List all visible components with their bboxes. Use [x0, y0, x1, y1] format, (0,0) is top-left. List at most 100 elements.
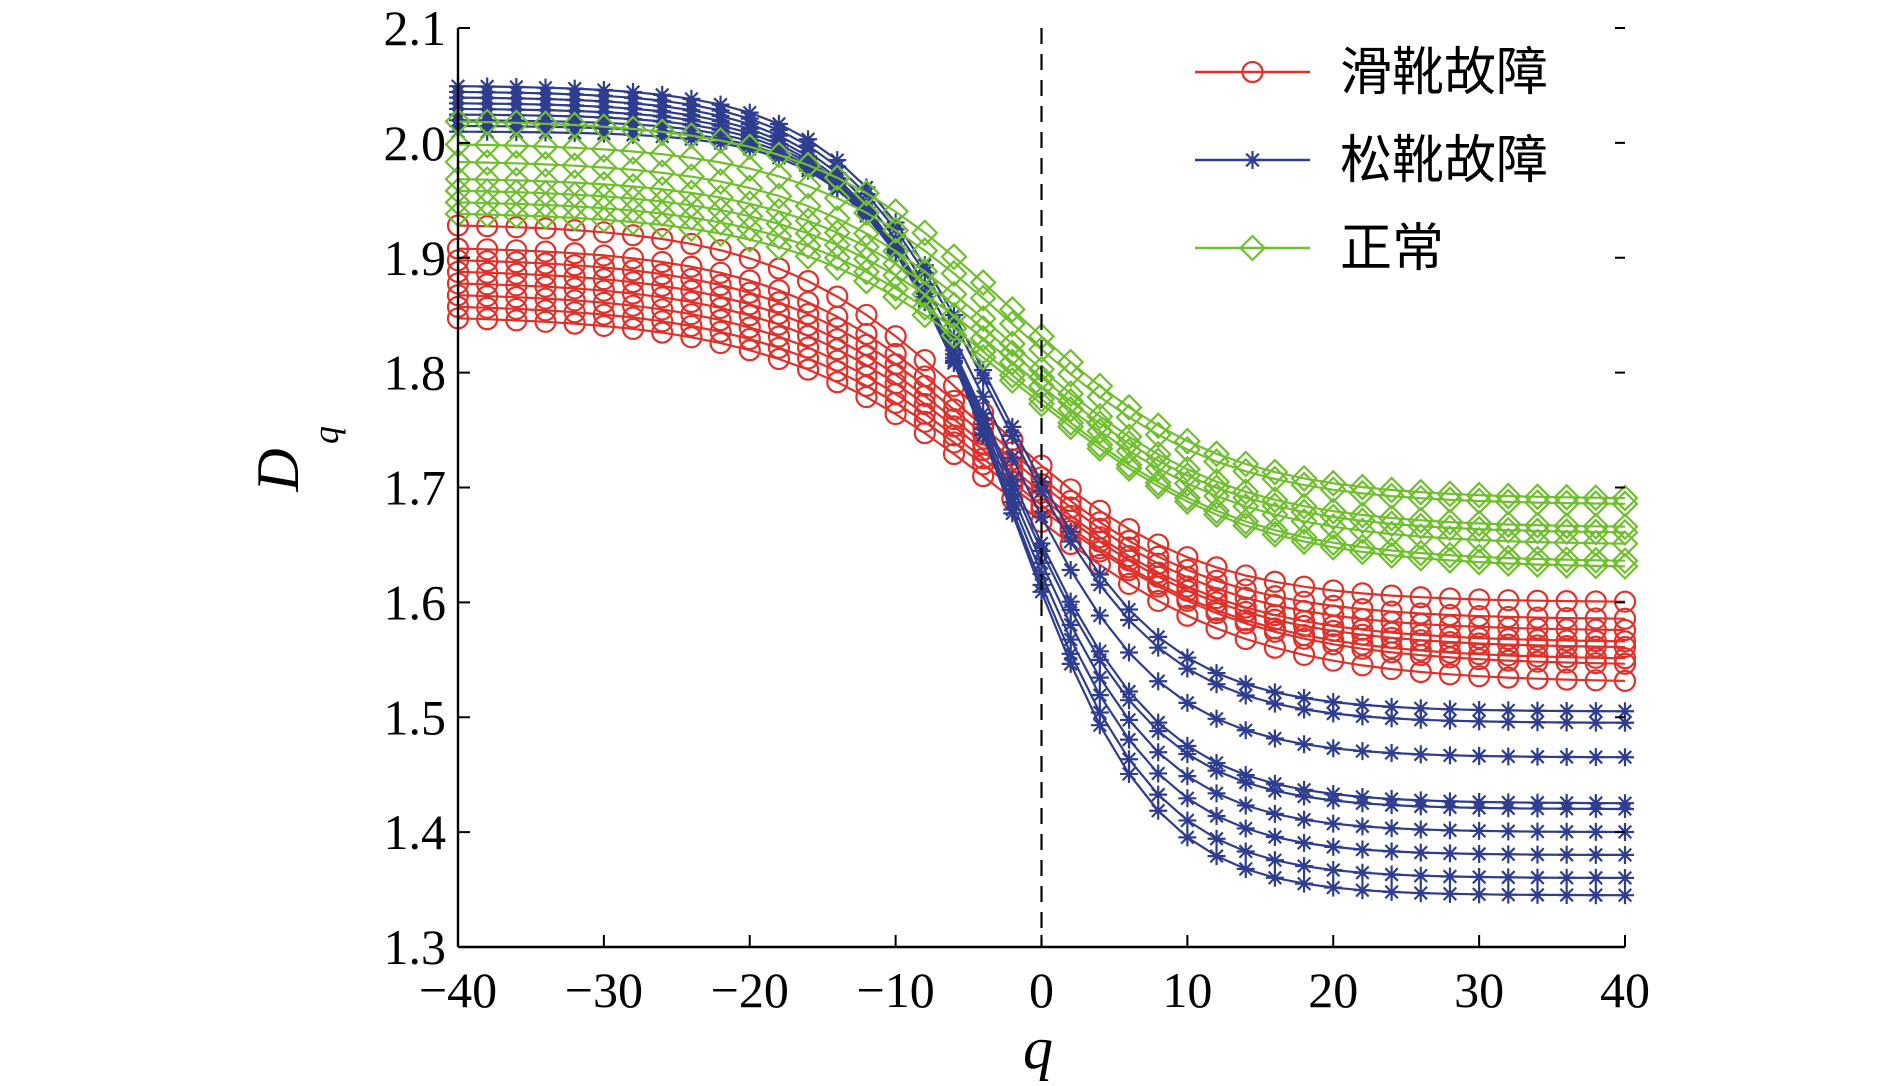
- data-point: [592, 221, 615, 244]
- data-point: [998, 339, 1026, 367]
- data-point: [1061, 532, 1080, 551]
- x-tick-label: 0: [1029, 962, 1054, 1018]
- data-point: [796, 358, 820, 381]
- data-point: [1234, 612, 1257, 635]
- data-point: [1232, 511, 1260, 540]
- legend-marker: [1243, 151, 1262, 169]
- data-point: [680, 267, 703, 291]
- data-point: [563, 219, 586, 242]
- data-point: [1553, 512, 1581, 540]
- data-point: [1465, 526, 1493, 554]
- data-point: [767, 336, 791, 359]
- data-point: [473, 131, 501, 159]
- legend-item: 滑靴故障: [1195, 43, 1548, 103]
- data-point: [1613, 635, 1637, 659]
- data-point: [1497, 649, 1520, 672]
- data-point: [738, 247, 761, 270]
- data-point: [651, 227, 674, 251]
- data-point: [1202, 448, 1231, 476]
- data-point: [476, 250, 499, 273]
- x-tick-label: −30: [565, 962, 643, 1018]
- data-point: [1616, 799, 1634, 818]
- x-tick-label: 10: [1162, 962, 1212, 1018]
- data-point: [1470, 700, 1489, 719]
- data-point: [505, 239, 528, 262]
- data-point: [1290, 492, 1318, 520]
- data-point: [1322, 633, 1345, 656]
- data-point: [1382, 819, 1401, 838]
- data-point: [505, 286, 528, 309]
- data-point: [1468, 588, 1491, 611]
- data-point: [794, 172, 822, 200]
- data-point: [1295, 787, 1314, 806]
- data-point: [974, 369, 993, 388]
- data-point: [1470, 746, 1489, 765]
- data-point: [826, 371, 849, 394]
- data-point: [1120, 750, 1139, 769]
- data-point: [940, 259, 968, 288]
- data-point: [1494, 510, 1522, 539]
- data-point: [1382, 796, 1401, 815]
- data-point: [1465, 509, 1493, 537]
- data-point: [1440, 867, 1459, 886]
- data-point: [707, 126, 735, 155]
- data-point: [1057, 380, 1085, 408]
- data-point: [502, 201, 530, 229]
- data-point: [592, 303, 615, 326]
- series-layer: [444, 77, 1639, 905]
- data-point: [1207, 675, 1226, 694]
- data-point: [680, 290, 703, 314]
- data-point: [1438, 663, 1462, 686]
- data-point: [1526, 645, 1549, 668]
- data-point: [505, 309, 528, 332]
- data-point: [823, 184, 851, 212]
- data-point: [1348, 473, 1376, 501]
- data-point: [1440, 821, 1459, 840]
- data-point: [740, 139, 759, 158]
- data-point: [563, 301, 586, 324]
- data-point: [1202, 501, 1231, 529]
- data-point: [794, 192, 822, 220]
- data-point: [1232, 457, 1260, 485]
- y-axis-title-group: D q: [245, 426, 346, 493]
- data-point: [1353, 794, 1372, 813]
- data-point: [1178, 648, 1197, 667]
- data-point: [1236, 721, 1255, 740]
- data-point: [1090, 565, 1109, 584]
- data-point: [767, 313, 791, 336]
- data-point: [1440, 798, 1459, 817]
- data-point: [1117, 572, 1141, 596]
- y-tick-label: 2.0: [384, 115, 447, 171]
- data-point: [1088, 499, 1111, 522]
- data-point: [680, 255, 703, 278]
- data-point: [1149, 627, 1168, 646]
- data-point: [1236, 842, 1255, 861]
- data-point: [1120, 600, 1139, 619]
- data-point: [1061, 600, 1080, 619]
- legend-label: 松靴故障: [1340, 131, 1548, 191]
- data-point: [1407, 523, 1435, 551]
- data-point: [1149, 764, 1168, 783]
- data-point: [1324, 861, 1343, 880]
- data-point: [940, 314, 968, 343]
- data-point: [1353, 840, 1372, 859]
- data-point: [1584, 646, 1607, 669]
- data-point: [1319, 513, 1347, 541]
- data-point: [1351, 654, 1374, 677]
- data-point: [855, 385, 878, 409]
- data-point: [621, 224, 645, 247]
- data-point: [531, 150, 560, 178]
- data-point: [1295, 689, 1314, 708]
- data-point: [1555, 606, 1578, 630]
- data-point: [1468, 626, 1491, 650]
- data-point: [473, 201, 501, 229]
- data-point: [1528, 799, 1547, 818]
- data-point: [563, 277, 586, 300]
- data-point: [1382, 865, 1401, 884]
- data-point: [1411, 699, 1430, 718]
- data-point: [1236, 859, 1255, 878]
- data-point: [1236, 675, 1255, 694]
- data-point: [1555, 668, 1578, 691]
- data-point: [594, 124, 613, 143]
- data-point: [1265, 868, 1284, 887]
